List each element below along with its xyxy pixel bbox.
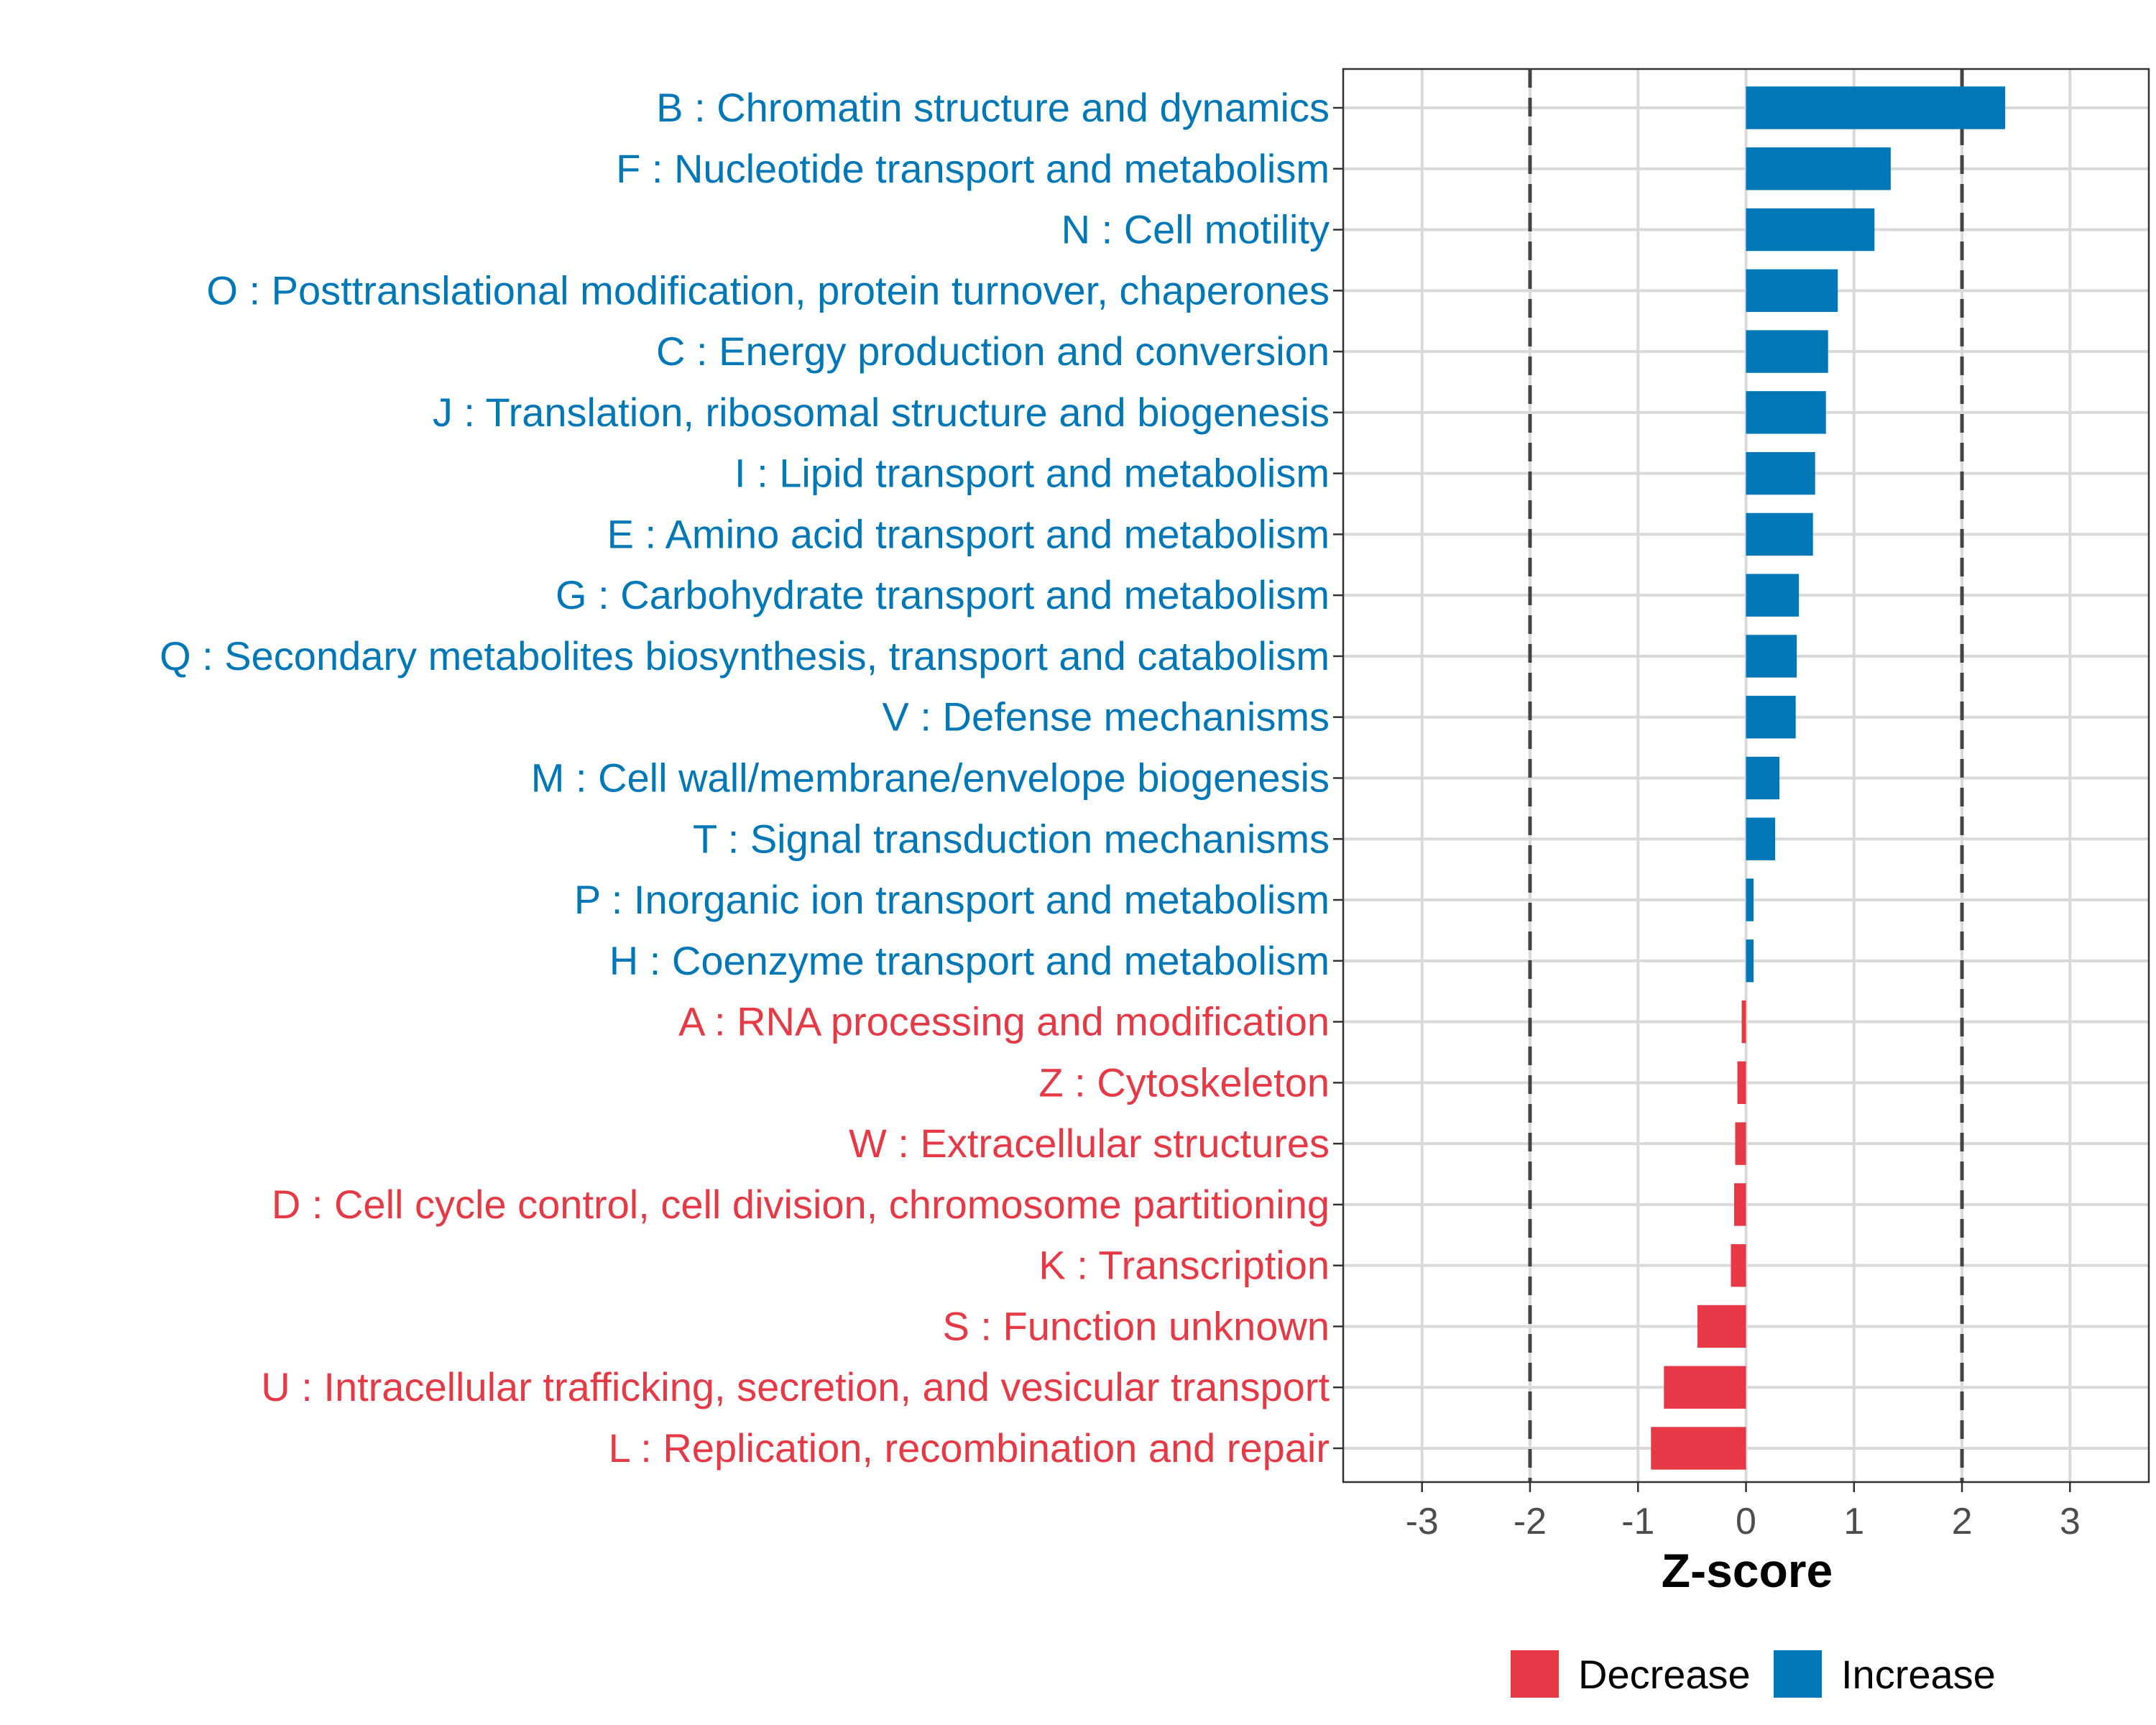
bar [1746, 208, 1875, 252]
bar [1746, 817, 1776, 860]
bar [1697, 1305, 1746, 1348]
legend-label-increase: Increase [1841, 1652, 1996, 1697]
category-label: B : Chromatin structure and dynamics [656, 85, 1330, 130]
category-label: V : Defense mechanisms [883, 694, 1330, 740]
category-label: T : Signal transduction mechanisms [693, 816, 1330, 861]
bar [1746, 269, 1838, 312]
bar [1746, 451, 1815, 495]
bar [1746, 512, 1813, 556]
category-labels: B : Chromatin structure and dynamics F : … [160, 85, 1343, 1471]
category-label: J : Translation, ribosomal structure and… [433, 390, 1330, 435]
category-label: E : Amino acid transport and metabolism [607, 511, 1330, 556]
bar [1746, 574, 1800, 617]
category-label: U : Intracellular trafficking, secretion… [261, 1364, 1330, 1409]
category-label: N : Cell motility [1061, 207, 1330, 252]
category-label: G : Carbohydrate transport and metabolis… [556, 572, 1330, 617]
bar [1746, 391, 1826, 434]
bar [1746, 696, 1796, 739]
bars [1651, 86, 2006, 1470]
category-label: P : Inorganic ion transport and metaboli… [574, 877, 1330, 922]
x-tick-label: -3 [1406, 1501, 1439, 1542]
bar [1746, 635, 1797, 678]
bar [1746, 147, 1891, 190]
bar [1733, 1183, 1746, 1226]
bar [1664, 1366, 1746, 1409]
bar [1746, 330, 1828, 373]
category-label: D : Cell cycle control, cell division, c… [272, 1182, 1330, 1227]
category-label: F : Nucleotide transport and metabolism [616, 146, 1330, 191]
bar [1731, 1244, 1746, 1287]
x-axis-ticks: -3 -2 -1 0 1 2 3 [1406, 1482, 2081, 1542]
legend-label-decrease: Decrease [1578, 1652, 1751, 1697]
category-label: W : Extracellular structures [849, 1121, 1330, 1166]
x-tick-label: 2 [1952, 1501, 1973, 1542]
legend: Decrease Increase [1511, 1650, 1996, 1698]
legend-swatch-increase [1774, 1650, 1822, 1698]
category-label: O : Posttranslational modification, prot… [206, 267, 1330, 313]
category-label: Q : Secondary metabolites biosynthesis, … [160, 633, 1330, 678]
x-tick-label: 3 [2060, 1501, 2081, 1542]
x-axis-title: Z-score [1662, 1544, 1833, 1597]
category-label: H : Coenzyme transport and metabolism [609, 938, 1330, 983]
category-label: C : Energy production and conversion [656, 328, 1330, 374]
bar [1737, 1061, 1746, 1105]
category-label: L : Replication, recombination and repai… [609, 1425, 1330, 1471]
x-tick-label: 0 [1736, 1501, 1756, 1542]
category-label: M : Cell wall/membrane/envelope biogenes… [531, 755, 1330, 801]
bar [1746, 939, 1754, 983]
x-tick-label: 1 [1843, 1501, 1864, 1542]
category-label: S : Function unknown [942, 1303, 1330, 1348]
bar [1746, 86, 2006, 129]
bar [1651, 1427, 1746, 1470]
x-tick-label: -1 [1621, 1501, 1654, 1542]
category-label: I : Lipid transport and metabolism [734, 451, 1330, 496]
bar [1741, 1000, 1746, 1044]
legend-swatch-decrease [1511, 1650, 1559, 1698]
category-label: K : Transcription [1038, 1243, 1330, 1288]
bar [1746, 756, 1780, 800]
category-label: A : RNA processing and modification [678, 999, 1330, 1044]
x-tick-label: -2 [1514, 1501, 1547, 1542]
reference-lines [1528, 69, 1964, 1482]
category-label: Z : Cytoskeleton [1038, 1059, 1330, 1105]
bar [1746, 878, 1754, 921]
bar [1735, 1122, 1746, 1165]
